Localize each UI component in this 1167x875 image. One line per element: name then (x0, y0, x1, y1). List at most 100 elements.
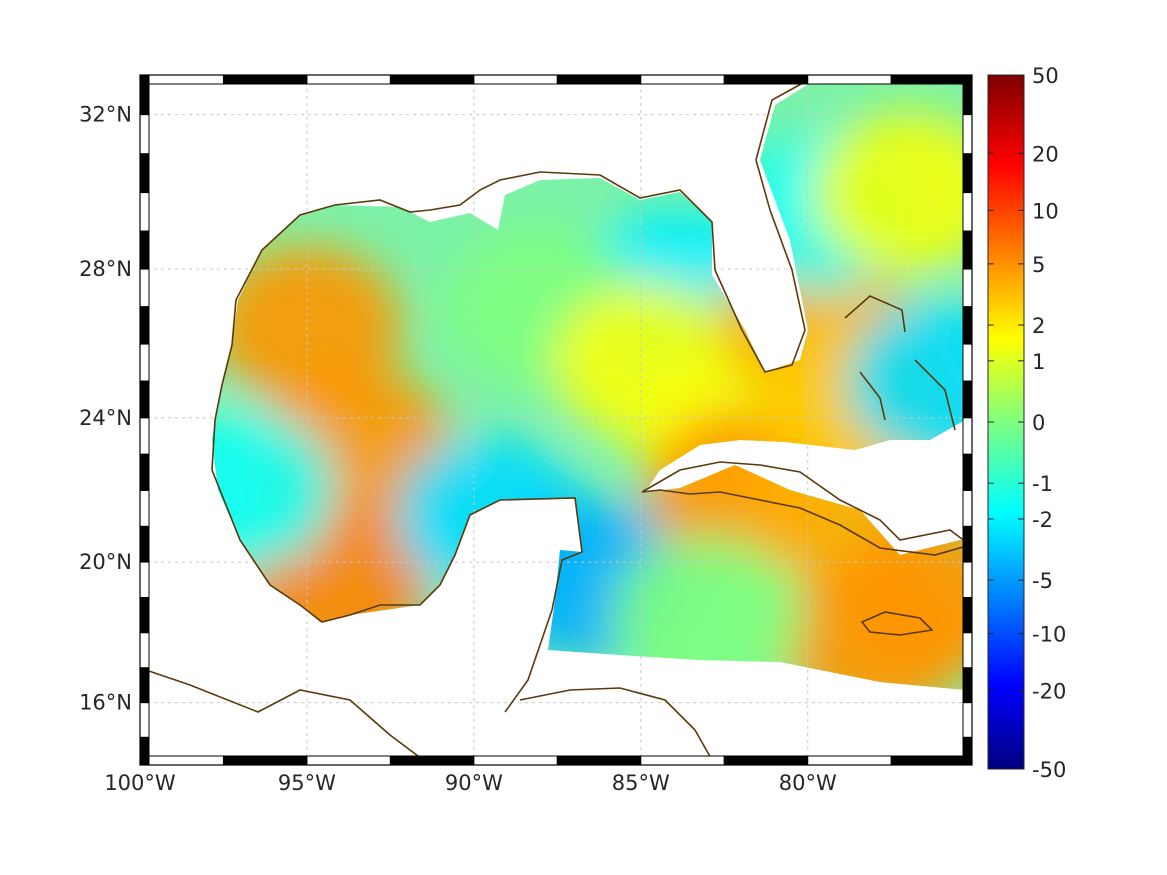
lon-tick-label: 80°W (779, 771, 837, 795)
frame-segment (139, 230, 150, 270)
lon-tick-label: 85°W (612, 771, 670, 795)
colorbar-tick-label: 1 (1032, 350, 1045, 374)
frame-segment (640, 755, 725, 766)
field-region (395, 435, 586, 596)
frame-segment (962, 192, 973, 232)
frame-segment (139, 74, 150, 116)
colorbar-tick-label: -2 (1032, 508, 1053, 532)
latitude-labels: 16°N 20°N 24°N 28°N 32°N (79, 103, 132, 715)
graticule (140, 75, 972, 765)
frame-segment (640, 74, 725, 85)
frame-segment (962, 306, 973, 345)
gulf-coast (211, 77, 813, 471)
jamaica-coast (860, 611, 934, 636)
frame-segment (139, 702, 150, 738)
frame-segment (962, 417, 973, 455)
colorbar-tick-label: -5 (1032, 569, 1053, 593)
frame-segment (473, 74, 558, 85)
field-region (846, 301, 965, 462)
frame-segment (139, 343, 150, 382)
frame-outline (139, 74, 973, 766)
frame-segment (962, 489, 973, 527)
longitude-labels: 100°W 95°W 90°W 85°W 80°W (104, 771, 837, 795)
frame-segment (962, 736, 973, 766)
frame-segment (962, 561, 973, 599)
frame-segment (556, 755, 642, 766)
frame-segment (962, 230, 973, 270)
frame-segment (139, 525, 150, 563)
frame-segment (962, 597, 973, 634)
frame-segment (962, 268, 973, 308)
colorbar-tick-label: 50 (1032, 64, 1059, 88)
frame-segment (556, 74, 642, 85)
coastlines (139, 77, 972, 766)
lat-tick-label: 24°N (79, 406, 132, 430)
field-region (812, 112, 965, 273)
frame-segment (222, 74, 308, 85)
frame-segment (807, 755, 892, 766)
frame-segment (306, 74, 391, 85)
frame-segment (962, 380, 973, 419)
lon-tick-label: 90°W (445, 771, 503, 795)
frame-segment (222, 755, 308, 766)
frame-segment (807, 74, 892, 85)
frame-segment (139, 417, 150, 455)
frame-segment (962, 114, 973, 155)
field-region (212, 245, 402, 406)
colorbar-tick-label: 5 (1032, 253, 1045, 277)
frame-segment (962, 343, 973, 382)
field-region (836, 517, 965, 678)
colorbar-tick-label: 0 (1032, 411, 1045, 435)
frame-segment (389, 755, 475, 766)
colorbar-tick-label: -50 (1032, 758, 1066, 782)
frame-segment (139, 192, 150, 232)
lon-tick-label: 95°W (278, 771, 336, 795)
frame-segment (139, 74, 224, 85)
frame-segment (139, 114, 150, 155)
frame-segment (962, 74, 973, 116)
frame-segment (962, 702, 973, 738)
frame-segment (962, 667, 973, 704)
mexico-coast (211, 469, 583, 713)
frame-segment (890, 755, 973, 766)
frame-segment (139, 306, 150, 345)
frame-segment (139, 632, 150, 669)
frame-segment (890, 74, 973, 85)
frame-segment (139, 597, 150, 634)
field-region (612, 535, 803, 690)
frame-segment (139, 268, 150, 308)
colorbar-tick-label: 10 (1032, 199, 1059, 223)
honduras-coast (519, 687, 713, 761)
frame-segment (962, 453, 973, 491)
bahamas-coast (844, 295, 956, 431)
frame-segment (139, 561, 150, 599)
colorbar-tick-label: 2 (1032, 314, 1045, 338)
frame-segment (139, 453, 150, 491)
lon-tick-label: 100°W (104, 771, 176, 795)
frame-segment (473, 755, 558, 766)
frame-segment (139, 755, 224, 766)
colorbar-tick-label: -10 (1032, 623, 1066, 647)
lat-tick-label: 20°N (79, 550, 132, 574)
map-frame (139, 74, 973, 766)
frame-segment (139, 380, 150, 419)
frame-segment (389, 74, 475, 85)
central-america-coast (139, 667, 431, 766)
frame-segment (139, 667, 150, 704)
frame-segment (139, 736, 150, 766)
frame-segment (962, 153, 973, 194)
colorbar-tick-label: -20 (1032, 680, 1066, 704)
lat-tick-label: 32°N (79, 103, 132, 127)
field-region (212, 410, 336, 571)
colorbar-tick-label: -1 (1032, 472, 1053, 496)
frame-segment (139, 153, 150, 194)
colorbar-tick-label: 20 (1032, 142, 1059, 166)
frame-segment (306, 755, 391, 766)
frame-segment (962, 525, 973, 563)
lat-tick-label: 16°N (79, 691, 132, 715)
frame-segment (962, 632, 973, 669)
data-field (212, 82, 965, 690)
